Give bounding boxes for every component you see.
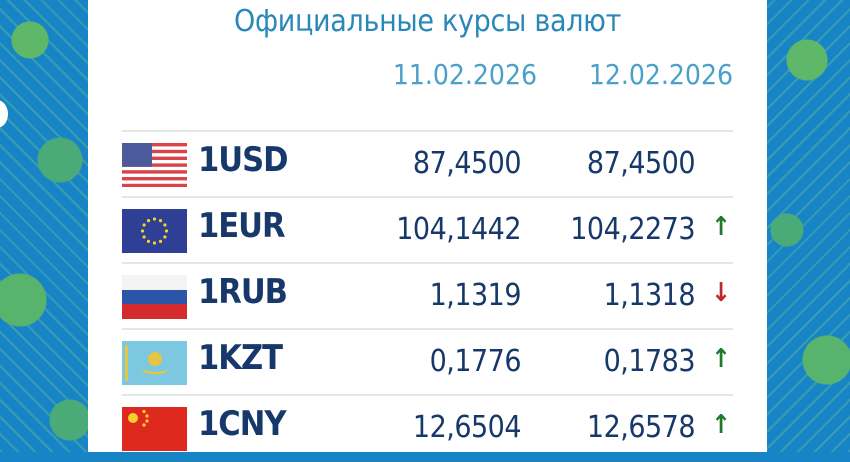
table-row-cny: 1CNY 12,6504 12,6578 ↑ xyxy=(122,394,733,462)
rate-current: 0,1783 xyxy=(603,344,696,379)
rate-previous: 12,6504 xyxy=(412,410,522,445)
rate-previous: 87,4500 xyxy=(412,146,522,181)
rate-previous: 1,1319 xyxy=(429,278,522,313)
arrow-up-icon: ↑ xyxy=(711,410,731,440)
date-current: 12.02.2026 xyxy=(588,58,733,91)
arrow-up-icon: ↑ xyxy=(711,344,731,374)
currency-code: 1CNY xyxy=(198,404,286,444)
date-previous: 11.02.2026 xyxy=(392,58,537,91)
decorative-shape xyxy=(0,100,8,128)
background-ornament-right xyxy=(767,0,850,452)
table-row-kzt: 1KZT 0,1776 0,1783 ↑ xyxy=(122,328,733,396)
currency-code: 1USD xyxy=(198,140,289,180)
rate-previous: 0,1776 xyxy=(429,344,522,379)
background-ornament-left xyxy=(0,0,88,452)
kz-flag-icon xyxy=(122,341,187,385)
page-title: Официальные курсы валют xyxy=(234,4,621,39)
eu-flag-icon xyxy=(122,209,187,253)
rate-current: 1,1318 xyxy=(603,278,696,313)
table-row-usd: 1USD 87,4500 87,4500 xyxy=(122,130,733,198)
rate-previous: 104,1442 xyxy=(396,212,521,247)
currency-code: 1KZT xyxy=(198,338,283,378)
rate-current: 12,6578 xyxy=(586,410,696,445)
rate-current: 104,2273 xyxy=(570,212,695,247)
exchange-rates-panel: Официальные курсы валют 11.02.2026 12.02… xyxy=(88,0,767,452)
table-row-eur: 1EUR 104,1442 104,2273 ↑ xyxy=(122,196,733,264)
arrow-up-icon: ↑ xyxy=(711,212,731,242)
table-row-rub: 1RUB 1,1319 1,1318 ↓ xyxy=(122,262,733,330)
rate-current: 87,4500 xyxy=(586,146,696,181)
currency-code: 1RUB xyxy=(198,272,288,312)
ru-flag-icon xyxy=(122,275,187,319)
us-flag-icon xyxy=(122,143,187,187)
cn-flag-icon xyxy=(122,407,187,451)
currency-code: 1EUR xyxy=(198,206,286,246)
arrow-down-icon: ↓ xyxy=(711,278,731,308)
